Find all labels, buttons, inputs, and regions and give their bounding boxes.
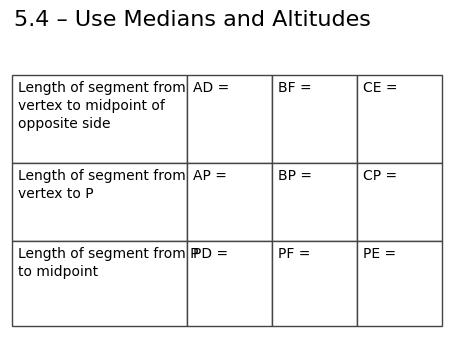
Bar	[357, 241, 442, 326]
Text: BP =: BP =	[278, 169, 312, 183]
Text: AD =: AD =	[193, 81, 229, 95]
Text: BF =: BF =	[278, 81, 311, 95]
Bar	[272, 163, 357, 241]
Bar	[187, 241, 272, 326]
Bar	[187, 163, 272, 241]
Bar	[12, 163, 187, 241]
Text: AP =: AP =	[193, 169, 227, 183]
Bar	[357, 75, 442, 163]
Bar	[12, 75, 187, 163]
Bar	[272, 241, 357, 326]
Text: PD =: PD =	[193, 247, 228, 261]
Text: PF =: PF =	[278, 247, 310, 261]
Text: CP =: CP =	[363, 169, 397, 183]
Bar	[272, 75, 357, 163]
Text: 5.4 – Use Medians and Altitudes: 5.4 – Use Medians and Altitudes	[14, 10, 371, 30]
Text: Length of segment from
vertex to midpoint of
opposite side: Length of segment from vertex to midpoin…	[18, 81, 186, 131]
Text: Length of segment from
vertex to P: Length of segment from vertex to P	[18, 169, 186, 201]
Text: Length of segment from P
to midpoint: Length of segment from P to midpoint	[18, 247, 198, 279]
Text: PE =: PE =	[363, 247, 396, 261]
Bar	[357, 163, 442, 241]
Bar	[12, 241, 187, 326]
Bar	[187, 75, 272, 163]
Text: CE =: CE =	[363, 81, 397, 95]
